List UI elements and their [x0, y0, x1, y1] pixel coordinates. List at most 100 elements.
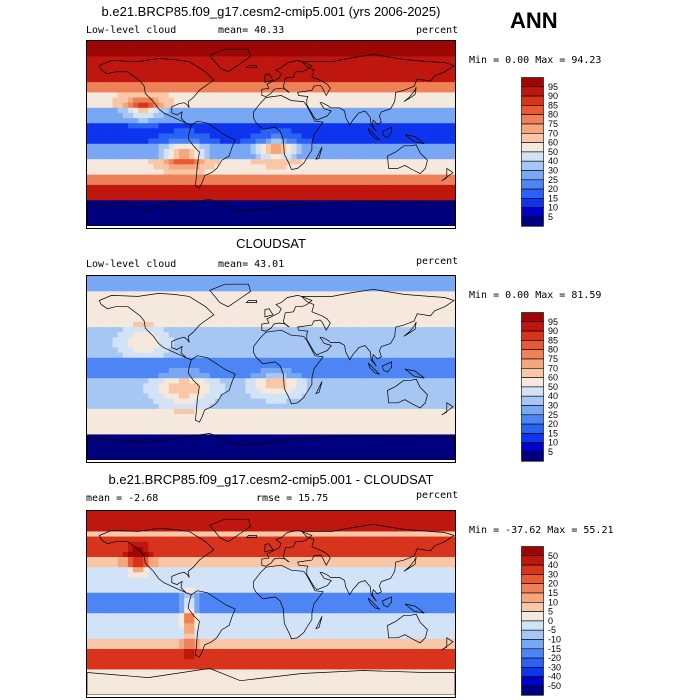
- colorbar-swatch: [521, 340, 544, 350]
- coastline: [253, 329, 324, 405]
- panel1-map: [86, 40, 456, 229]
- colorbar-label: 60: [548, 138, 558, 148]
- colorbar-label: 75: [548, 119, 558, 129]
- coastline: [404, 603, 425, 614]
- panel2-mean-label: mean= 43.01: [218, 259, 285, 270]
- colorbar-label: -50: [548, 681, 561, 691]
- coastline: [441, 637, 454, 651]
- colorbar-label: 20: [548, 579, 558, 589]
- colorbar-swatch: [521, 574, 544, 584]
- colorbar-label: 40: [548, 391, 558, 401]
- colorbar-swatch: [521, 216, 544, 227]
- colorbar-label: 10: [548, 597, 558, 607]
- cloud-field: [87, 276, 455, 460]
- colorbar-label: 30: [548, 166, 558, 176]
- coastline: [367, 362, 381, 375]
- colorbar-label: 0: [548, 616, 553, 626]
- coastline: [209, 283, 252, 308]
- coastline: [87, 198, 455, 226]
- colorbar-swatch: [521, 95, 544, 106]
- coastline: [315, 146, 323, 160]
- colorbar-swatch: [521, 433, 544, 444]
- colorbar-swatch: [521, 386, 544, 397]
- colorbar-swatch: [521, 377, 544, 388]
- coastline: [187, 120, 236, 189]
- coastline: [404, 368, 425, 379]
- coastline: [403, 556, 417, 572]
- coastline: [261, 530, 313, 567]
- coastline: [315, 381, 323, 395]
- colorbar-label: 20: [548, 419, 558, 429]
- season-label: ANN: [510, 8, 558, 33]
- colorbar-swatch: [521, 132, 544, 143]
- coastline: [315, 616, 323, 630]
- colorbar-swatch: [521, 442, 544, 453]
- coastline: [253, 564, 324, 640]
- colorbar-swatch: [521, 330, 544, 341]
- colorbar-swatch: [521, 395, 544, 406]
- panel2-minmax-label: Min = 0.00 Max = 81.59: [469, 290, 602, 301]
- coastline: [381, 596, 392, 608]
- colorbar-swatch: [521, 207, 544, 218]
- colorbar-label: 40: [548, 560, 558, 570]
- colorbar-swatch: [521, 676, 544, 687]
- colorbar-swatch: [521, 667, 544, 678]
- colorbar-swatch: [521, 564, 544, 575]
- colorbar-swatch: [521, 583, 544, 594]
- colorbar-swatch: [521, 198, 544, 209]
- colorbar-swatch: [521, 86, 544, 97]
- coastline: [98, 58, 215, 126]
- panel2-variable-label: Low-level cloud: [86, 259, 177, 270]
- panel1-variable-label: Low-level cloud: [86, 25, 177, 36]
- colorbar-label: 30: [548, 569, 558, 579]
- colorbar-swatch: [521, 367, 544, 378]
- coastline: [404, 134, 425, 145]
- panel3-mean-label: mean = -2.68: [86, 493, 159, 504]
- coastline: [209, 48, 252, 73]
- colorbar-label: 70: [548, 363, 558, 373]
- colorbar-label: 15: [548, 428, 558, 438]
- colorbar-label: 25: [548, 410, 558, 420]
- panel3-colorbar: 50 40 30 20 15 10 5 0 -5 -10 -15 -20 -30 -40 -50: [521, 546, 591, 697]
- coastline: [187, 355, 236, 423]
- coastline: [441, 402, 454, 416]
- coastline: [403, 87, 417, 102]
- coastline: [403, 321, 417, 337]
- colorbar-swatch: [521, 312, 544, 323]
- panel3-title: b.e21.BRCP85.f09_g17.cesm2-cmip5.001 - C…: [108, 472, 434, 487]
- coastline: [297, 523, 455, 602]
- colorbar-swatch: [521, 648, 544, 659]
- colorbar-label: 75: [548, 354, 558, 364]
- colorbar-label: 15: [548, 588, 558, 598]
- colorbar-swatch: [521, 188, 544, 199]
- colorbar-label: -15: [548, 644, 561, 654]
- map-svg: [87, 511, 455, 695]
- colorbar-swatch: [521, 105, 544, 115]
- colorbar-label: -30: [548, 662, 561, 672]
- coastline: [87, 433, 455, 460]
- panel2-title: CLOUDSAT: [236, 236, 306, 251]
- colorbar-label: 80: [548, 110, 558, 120]
- coastline: [261, 295, 313, 332]
- colorbar-label: 95: [548, 82, 558, 92]
- colorbar-swatch: [521, 77, 544, 88]
- colorbar-swatch: [521, 349, 544, 360]
- panel3-unit-label: percent: [416, 490, 459, 501]
- panel1-mean-label: mean= 40.33: [218, 25, 285, 36]
- colorbar-label: 5: [548, 607, 553, 617]
- colorbar-swatch: [521, 114, 544, 125]
- panel3-map: [86, 510, 456, 698]
- coastline: [367, 597, 381, 610]
- coastline: [381, 361, 392, 373]
- coastline: [381, 126, 392, 139]
- colorbar-label: 10: [548, 203, 558, 213]
- coastline: [261, 60, 313, 97]
- colorbar-label: 60: [548, 373, 558, 383]
- coastline: [245, 535, 258, 538]
- panel1-unit-label: percent: [416, 25, 459, 36]
- panel1-minmax-label: Min = 0.00 Max = 94.23: [469, 55, 602, 66]
- panel1-title: b.e21.BRCP85.f09_g17.cesm2-cmip5.001 (yr…: [101, 4, 441, 19]
- coastline: [367, 128, 381, 141]
